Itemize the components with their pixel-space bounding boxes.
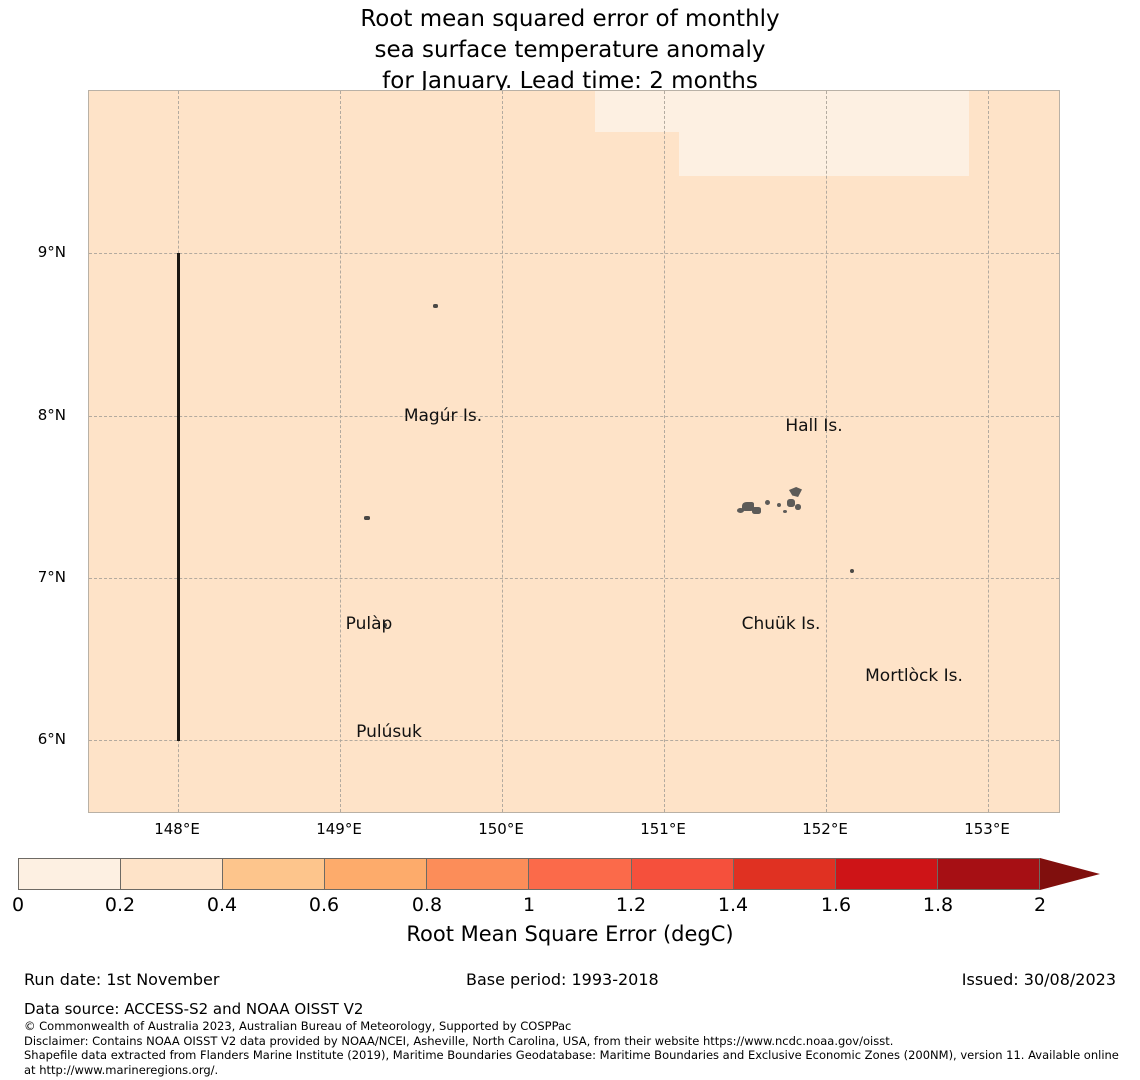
gridline-lon-151 xyxy=(664,91,666,812)
place-label-pulap: Pulàp xyxy=(345,614,393,634)
island-polygon-chuuk xyxy=(787,499,795,507)
gridline-lat-8 xyxy=(89,416,1059,418)
raster-cell-low-3 xyxy=(679,132,969,176)
x-axis-tick-151E: 151°E xyxy=(640,820,686,838)
y-axis-tick-8N: 8°N xyxy=(37,406,66,424)
y-axis-tick-9N: 9°N xyxy=(37,243,66,261)
footer-metadata-row: Run date: 1st November Base period: 1993… xyxy=(0,970,1140,992)
colorbar-tick-0.8: 0.8 xyxy=(411,894,443,916)
shapefile-attribution-text: Shapefile data extracted from Flanders M… xyxy=(24,1048,1119,1077)
gridline-lat-7 xyxy=(89,578,1059,580)
colorbar-swatch-4 xyxy=(427,859,530,889)
island-polygon-chuuk xyxy=(742,502,754,511)
title-line-1: Root mean squared error of monthly xyxy=(360,6,780,32)
place-label-pulusuk: Pulúsuk xyxy=(356,722,422,742)
island-polygon-chuuk xyxy=(752,507,761,514)
colorbar-swatch-8 xyxy=(835,859,938,889)
colorbar-tick-0.2: 0.2 xyxy=(104,894,136,916)
place-label-hall: Hall Is. xyxy=(785,416,843,436)
x-axis-tick-152E: 152°E xyxy=(802,820,848,838)
eez-boundary-line xyxy=(177,253,180,741)
island-polygon-chuuk xyxy=(737,508,744,513)
colorbar xyxy=(18,858,1122,890)
colorbar-swatch-1 xyxy=(121,859,224,889)
gridline-lon-149 xyxy=(340,91,342,812)
place-label-mortlock: Mortlòck Is. xyxy=(865,666,963,686)
colorbar-tick-1.2: 1.2 xyxy=(615,894,647,916)
island-polygon-pulap xyxy=(364,516,370,520)
y-axis-tick-7N: 7°N xyxy=(37,568,66,586)
colorbar-tick-1.8: 1.8 xyxy=(922,894,954,916)
island-polygon-magur xyxy=(433,304,438,308)
title-line-3: for January. Lead time: 2 months xyxy=(382,68,758,94)
raster-cell-low-2 xyxy=(717,91,969,132)
colorbar-tick-2: 2 xyxy=(1033,894,1047,916)
disclaimer-text: Disclaimer: Contains NOAA OISST V2 data … xyxy=(24,1033,894,1048)
gridline-lat-9 xyxy=(89,253,1059,255)
gridline-lat-6 xyxy=(89,740,1059,742)
colorbar-swatch-7 xyxy=(733,859,836,889)
data-source-label: Data source: ACCESS-S2 and NOAA OISST V2 xyxy=(24,1000,364,1018)
colorbar-tick-0.6: 0.6 xyxy=(308,894,340,916)
x-axis-tick-149E: 149°E xyxy=(316,820,362,838)
colorbar-extend-arrow xyxy=(1040,858,1100,890)
island-polygon-mortlock xyxy=(850,569,854,573)
place-label-chuuk: Chuük Is. xyxy=(741,614,821,634)
colorbar-tick-1.4: 1.4 xyxy=(717,894,749,916)
run-date-label: Run date: 1st November xyxy=(24,970,220,989)
page-title: Root mean squared error of monthly sea s… xyxy=(0,4,1140,97)
colorbar-tick-0.4: 0.4 xyxy=(206,894,238,916)
colorbar-title: Root Mean Square Error (degC) xyxy=(406,922,734,946)
base-period-label: Base period: 1993-2018 xyxy=(466,970,659,989)
colorbar-swatches xyxy=(18,858,1040,890)
raster-cell-low-1 xyxy=(595,91,717,132)
colorbar-swatch-9 xyxy=(937,859,1039,889)
colorbar-swatch-0 xyxy=(19,859,122,889)
island-polygon-chuuk xyxy=(783,510,787,513)
y-axis-tick-6N: 6°N xyxy=(37,730,66,748)
gridline-lon-150 xyxy=(502,91,504,812)
place-label-magur: Magúr Is. xyxy=(403,406,483,426)
colorbar-tick-0: 0 xyxy=(11,894,25,916)
x-axis-tick-153E: 153°E xyxy=(964,820,1010,838)
island-polygon-chuuk xyxy=(795,504,801,510)
issued-date-label: Issued: 30/08/2023 xyxy=(961,970,1116,989)
title-line-2: sea surface temperature anomaly xyxy=(374,37,766,63)
colorbar-swatch-5 xyxy=(529,859,632,889)
colorbar-swatch-3 xyxy=(325,859,428,889)
copyright-text: © Commonwealth of Australia 2023, Austra… xyxy=(24,1019,572,1033)
island-polygon-chuuk xyxy=(765,500,770,505)
x-axis-tick-150E: 150°E xyxy=(478,820,524,838)
colorbar-swatch-2 xyxy=(223,859,326,889)
island-polygon-pulusuk xyxy=(383,623,387,627)
gridline-lon-153 xyxy=(988,91,990,812)
island-polygon-chuuk xyxy=(789,487,802,497)
footer-legal-text: © Commonwealth of Australia 2023, Austra… xyxy=(24,1019,1129,1077)
colorbar-swatch-6 xyxy=(631,859,734,889)
colorbar-tick-1: 1 xyxy=(522,894,536,916)
map-plot-area: Magúr Is. Hall Is. Pulàp Chuük Is. Mortl… xyxy=(88,90,1060,813)
island-polygon-chuuk xyxy=(777,503,781,507)
x-axis-tick-148E: 148°E xyxy=(154,820,200,838)
gridline-lon-152 xyxy=(826,91,828,812)
colorbar-tick-1.6: 1.6 xyxy=(820,894,852,916)
